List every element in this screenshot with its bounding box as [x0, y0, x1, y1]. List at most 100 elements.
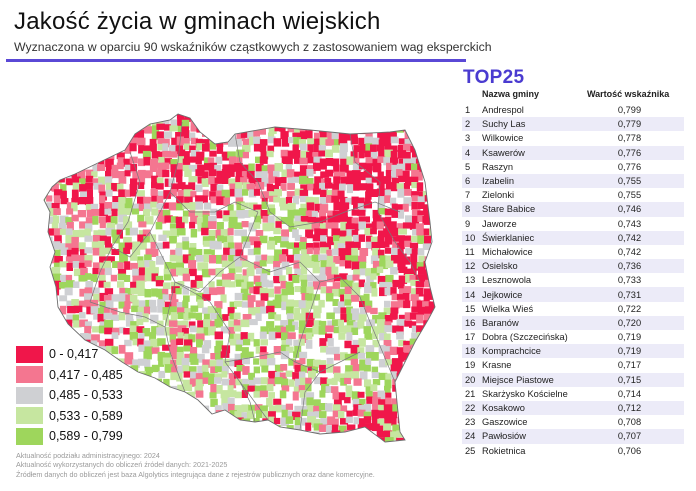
- table-row: 5 Raszyn 0,776: [462, 160, 684, 174]
- table-row: 6 Izabelin 0,755: [462, 173, 684, 189]
- name-cell: Izabelin: [482, 176, 515, 187]
- table-row: 14 Jejkowice 0,731: [462, 287, 684, 302]
- value-cell: 0,719: [617, 346, 642, 357]
- table-row: 4 Ksawerów 0,776: [462, 145, 684, 160]
- voivodeship-borders: [89, 121, 421, 431]
- value-cell: 0,755: [617, 176, 642, 187]
- municipality-mosaic: [44, 114, 435, 442]
- value-cell: 0,708: [617, 417, 642, 428]
- legend-item: 0 - 0,417: [16, 344, 123, 365]
- rank-cell: 9: [465, 218, 471, 229]
- value-cell: 0,743: [617, 218, 642, 229]
- name-cell: Zielonki: [482, 190, 515, 201]
- column-header-name: Nazwa gminy: [482, 89, 540, 99]
- rank-cell: 2: [465, 119, 471, 130]
- name-cell: Jaworze: [482, 218, 517, 229]
- rank-cell: 4: [465, 147, 471, 158]
- value-cell: 0,733: [617, 275, 642, 286]
- value-cell: 0,736: [617, 261, 642, 272]
- rank-cell: 7: [465, 190, 471, 201]
- table-row: 3 Wilkowice 0,778: [462, 131, 684, 145]
- table-row: 8 Stare Babice 0,746: [462, 202, 684, 217]
- rank-cell: 16: [465, 317, 476, 328]
- table-header: Nazwa gminy Wartość wskaźnika: [462, 89, 684, 103]
- legend-swatch: [16, 386, 43, 404]
- value-cell: 0,742: [617, 232, 642, 243]
- rank-cell: 25: [465, 445, 476, 456]
- value-cell: 0,799: [617, 105, 642, 116]
- rank-cell: 8: [465, 204, 471, 215]
- table-row: 23 Gaszowice 0,708: [462, 415, 684, 429]
- name-cell: Wielka Wieś: [482, 303, 534, 314]
- value-cell: 0,742: [617, 246, 642, 257]
- legend-label: 0,485 - 0,533: [49, 388, 123, 403]
- value-cell: 0,715: [617, 374, 642, 385]
- name-cell: Komprachcice: [482, 346, 541, 357]
- rank-cell: 14: [465, 289, 476, 300]
- rank-cell: 11: [465, 246, 475, 257]
- value-cell: 0,719: [617, 332, 642, 343]
- name-cell: Kosakowo: [482, 403, 525, 414]
- name-cell: Raszyn: [482, 161, 514, 172]
- note-admin-division: Aktualność podziału administracyjnego: 2…: [16, 451, 160, 460]
- top25-title: TOP25: [463, 67, 525, 88]
- value-cell: 0,712: [617, 403, 642, 414]
- rank-cell: 18: [465, 346, 476, 357]
- table-row: 13 Lesznowola 0,733: [462, 273, 684, 287]
- table-row: 20 Miejsce Piastowe 0,715: [462, 372, 684, 387]
- table-row: 25 Rokietnica 0,706: [462, 444, 684, 458]
- table-row: 21 Skarżysko Kościelne 0,714: [462, 387, 684, 401]
- table-row: 24 Pawłosiów 0,707: [462, 429, 684, 444]
- table-row: 22 Kosakowo 0,712: [462, 400, 684, 416]
- value-cell: 0,722: [617, 303, 642, 314]
- legend-label: 0,533 - 0,589: [49, 408, 123, 423]
- rank-cell: 22: [465, 403, 476, 414]
- note-data-source: Źródłem danych do obliczeń jest baza Alg…: [16, 469, 375, 479]
- value-cell: 0,779: [617, 119, 642, 130]
- top25-table: Nazwa gminy Wartość wskaźnika 1 Andrespol…: [462, 89, 684, 458]
- legend-item: 0,417 - 0,485: [16, 365, 123, 386]
- name-cell: Rokietnica: [482, 445, 526, 456]
- poland-choropleth-map: [43, 113, 436, 443]
- value-cell: 0,776: [617, 147, 642, 158]
- legend-swatch: [16, 407, 43, 425]
- rank-cell: 15: [465, 303, 476, 314]
- rank-cell: 24: [465, 431, 476, 442]
- value-cell: 0,776: [617, 161, 642, 172]
- legend-swatch: [16, 366, 43, 384]
- page-subtitle: Wyznaczona w oparciu 90 wskaźników cząst…: [14, 40, 492, 54]
- table-row: 2 Suchy Las 0,779: [462, 117, 684, 132]
- rank-cell: 6: [465, 176, 471, 187]
- name-cell: Miejsce Piastowe: [482, 374, 554, 385]
- rank-cell: 10: [465, 232, 476, 243]
- value-cell: 0,778: [617, 133, 642, 144]
- value-cell: 0,717: [617, 360, 642, 371]
- legend-item: 0,589 - 0,799: [16, 426, 123, 447]
- legend-item: 0,533 - 0,589: [16, 406, 123, 427]
- name-cell: Jejkowice: [482, 289, 523, 300]
- note-data-period: Aktualność wykorzystanych do obliczeń źr…: [16, 460, 228, 470]
- value-cell: 0,706: [617, 445, 642, 456]
- name-cell: Lesznowola: [482, 275, 532, 286]
- source-notes: Aktualność podziału administracyjnego: 2…: [16, 451, 375, 479]
- map-legend: 0 - 0,417 0,417 - 0,485 0,485 - 0,533 0,…: [16, 344, 123, 447]
- legend-swatch: [16, 345, 43, 363]
- table-row: 10 Świerklaniec 0,742: [462, 230, 684, 245]
- rank-cell: 3: [465, 133, 471, 144]
- page-title: Jakość życia w gminach wiejskich: [14, 8, 381, 35]
- table-row: 12 Osielsko 0,736: [462, 259, 684, 274]
- table-row: 9 Jaworze 0,743: [462, 217, 684, 231]
- table-row: 1 Andrespol 0,799: [462, 103, 684, 117]
- rank-cell: 1: [465, 105, 471, 116]
- name-cell: Skarżysko Kościelne: [482, 388, 568, 399]
- rank-cell: 5: [465, 161, 471, 172]
- column-header-value: Wartość wskaźnika: [587, 89, 670, 99]
- table-row: 7 Zielonki 0,755: [462, 188, 684, 202]
- table-row: 11 Michałowice 0,742: [462, 245, 684, 259]
- name-cell: Michałowice: [482, 246, 533, 257]
- value-cell: 0,746: [617, 204, 642, 215]
- table-row: 17 Dobra (Szczecińska) 0,719: [462, 330, 684, 344]
- rank-cell: 17: [465, 332, 476, 343]
- name-cell: Gaszowice: [482, 417, 528, 428]
- value-cell: 0,755: [617, 190, 642, 201]
